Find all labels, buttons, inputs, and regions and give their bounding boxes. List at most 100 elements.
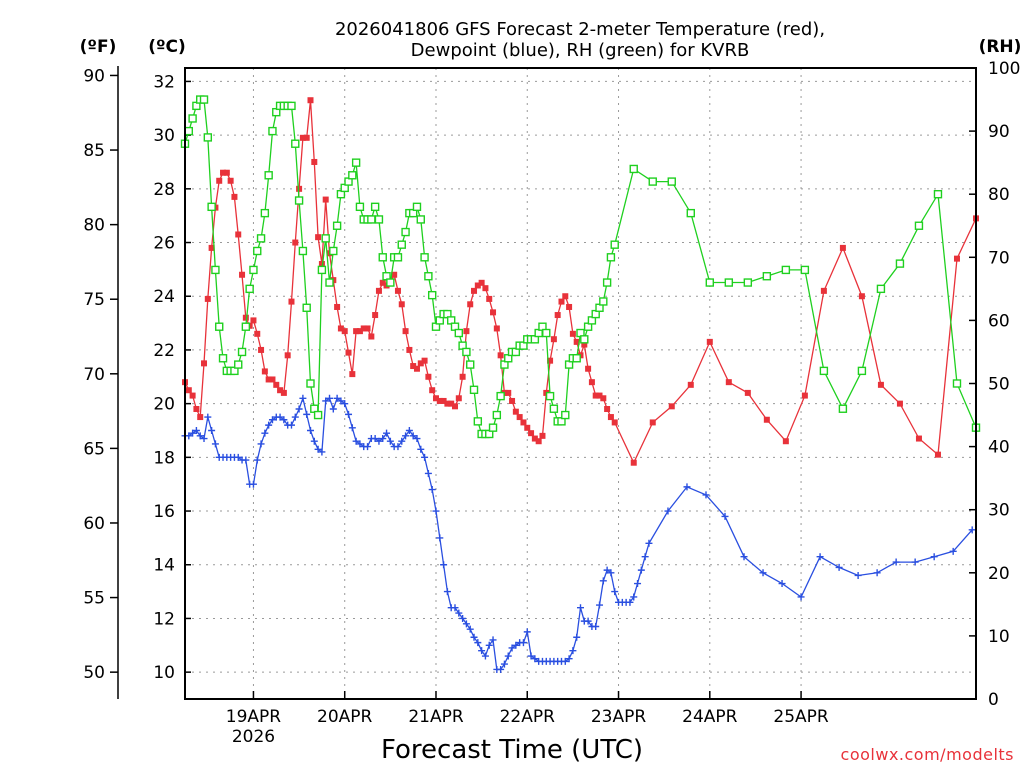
temperature-point xyxy=(242,314,249,321)
temperature-point xyxy=(231,193,238,200)
dewpoint-point xyxy=(421,453,429,461)
temperature-point xyxy=(349,371,356,378)
dewpoint-point xyxy=(398,437,406,445)
dewpoint-point xyxy=(185,432,193,440)
dewpoint-point xyxy=(561,657,569,665)
rh-point xyxy=(705,278,714,287)
temperature-point xyxy=(687,381,694,388)
data-series xyxy=(180,95,981,673)
temperature-point xyxy=(444,400,451,407)
rh-point xyxy=(348,171,357,180)
dewpoint-point xyxy=(428,486,436,494)
temperature-point xyxy=(558,298,565,305)
celsius-tick-label: 20 xyxy=(153,395,175,415)
dewpoint-point xyxy=(379,435,387,443)
temperature-point xyxy=(448,400,455,407)
rh-point xyxy=(287,101,296,111)
rh-point xyxy=(561,410,570,420)
dewpoint-point xyxy=(249,480,257,488)
temperature-point xyxy=(550,336,557,343)
rh-point xyxy=(264,171,273,180)
temperature-point xyxy=(379,279,386,286)
temperature-point xyxy=(588,379,595,386)
celsius-tick-label: 10 xyxy=(153,663,175,683)
rh-point xyxy=(355,202,365,212)
rh-point xyxy=(291,139,300,148)
rh-point xyxy=(610,240,619,249)
temperature-point xyxy=(611,419,618,426)
temperature-point xyxy=(490,309,497,316)
temperature-point xyxy=(292,239,299,246)
dewpoint-point xyxy=(295,405,303,413)
dewpoint-point xyxy=(592,623,600,631)
dewpoint-point xyxy=(968,526,976,534)
fahrenheit-tick-label: 65 xyxy=(83,439,105,459)
temperature-point xyxy=(280,389,287,396)
dewpoint-point xyxy=(208,426,216,434)
rh-point xyxy=(313,410,323,420)
temperature-point xyxy=(630,459,637,466)
temperature-point xyxy=(455,395,462,402)
temperature-point xyxy=(307,97,314,104)
x-axis-label: Forecast Time (UTC) xyxy=(381,735,643,765)
rh-point xyxy=(249,265,258,275)
temperature-point xyxy=(725,379,732,386)
temperature-point xyxy=(201,360,208,367)
temperature-point xyxy=(744,389,751,396)
dewpoint-point xyxy=(310,437,318,445)
celsius-unit-label: (ºC) xyxy=(148,37,186,57)
fahrenheit-tick-label: 90 xyxy=(83,66,105,86)
rh-tick-label: 90 xyxy=(988,122,1010,142)
rh-point xyxy=(686,208,695,218)
rh-tick-label: 50 xyxy=(988,375,1010,395)
rh-line xyxy=(184,98,977,435)
dewpoint-point xyxy=(409,432,417,440)
dewpoint-point xyxy=(268,416,276,424)
rh-point xyxy=(393,253,403,262)
x-tick-label: 20APR xyxy=(317,707,373,727)
dewpoint-point xyxy=(189,429,197,437)
dewpoint-point xyxy=(531,655,539,663)
dewpoint-point xyxy=(470,633,478,641)
rh-tick-label: 100 xyxy=(988,59,1020,79)
dewpoint-point xyxy=(930,553,938,561)
celsius-tick-label: 28 xyxy=(153,180,175,200)
temperature-point xyxy=(220,169,227,176)
rh-point xyxy=(838,404,848,413)
dewpoint-point xyxy=(854,571,862,579)
temperature-point xyxy=(235,231,242,238)
temperature-point xyxy=(581,341,588,348)
grid xyxy=(185,68,976,699)
rh-point xyxy=(207,202,216,212)
temperature-point xyxy=(820,287,827,294)
celsius-tick-label: 18 xyxy=(153,448,175,468)
rh-point xyxy=(492,410,502,420)
rh-point xyxy=(542,328,551,338)
temperature-point xyxy=(524,424,531,431)
rh-point xyxy=(469,385,479,395)
dewpoint-point xyxy=(462,620,470,628)
dewpoint-point xyxy=(204,413,212,421)
temperature-point xyxy=(706,338,713,345)
temperature-point xyxy=(592,392,599,399)
temperature-point xyxy=(356,328,363,335)
dewpoint-point xyxy=(527,652,535,660)
temperature-point xyxy=(394,287,401,294)
temperature-point xyxy=(311,158,318,165)
rh-point xyxy=(496,391,505,401)
fahrenheit-tick-label: 60 xyxy=(83,514,105,534)
temperature-point xyxy=(934,451,941,458)
dewpoint-point xyxy=(291,413,299,421)
temperature-point xyxy=(303,134,310,141)
rh-point xyxy=(268,126,277,136)
rh-point xyxy=(397,240,406,249)
rh-point xyxy=(332,221,342,230)
fahrenheit-tick-label: 55 xyxy=(83,589,105,609)
temperature-point xyxy=(429,387,436,394)
rh-point xyxy=(386,278,395,287)
rh-point xyxy=(416,215,425,224)
dewpoint-point xyxy=(257,440,265,448)
dewpoint-point xyxy=(584,617,592,625)
temperature-point xyxy=(204,295,211,302)
temperature-point xyxy=(531,435,538,442)
